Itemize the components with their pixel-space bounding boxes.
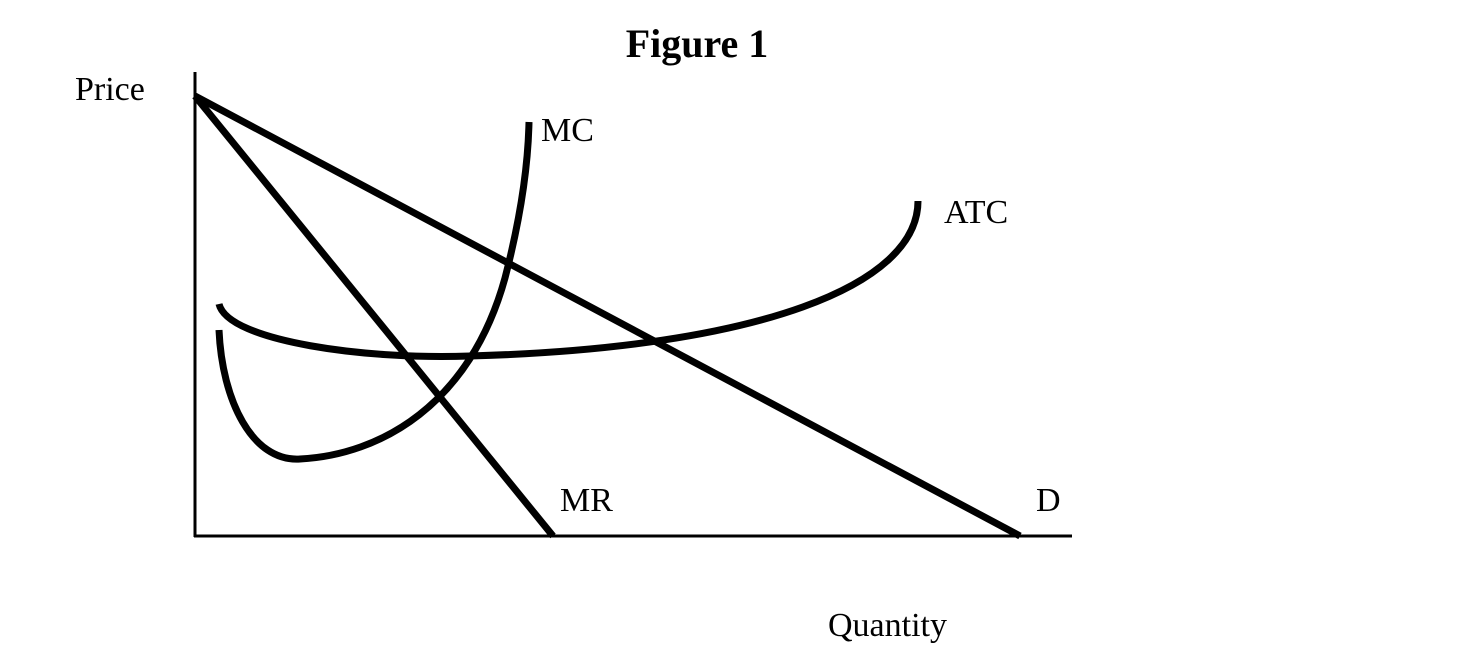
mc-label: MC [541,112,594,149]
average-total-cost-curve [215,200,922,361]
marginal-cost-curve [215,121,533,463]
mr-label: MR [560,482,613,519]
demand-curve [193,92,1022,540]
atc-label: ATC [944,194,1008,231]
demand-label: D [1036,482,1061,519]
marginal-revenue-curve [192,93,556,539]
x-axis-label: Quantity [828,607,947,644]
chart-title: Figure 1 [626,21,769,66]
y-axis-label: Price [75,71,145,108]
